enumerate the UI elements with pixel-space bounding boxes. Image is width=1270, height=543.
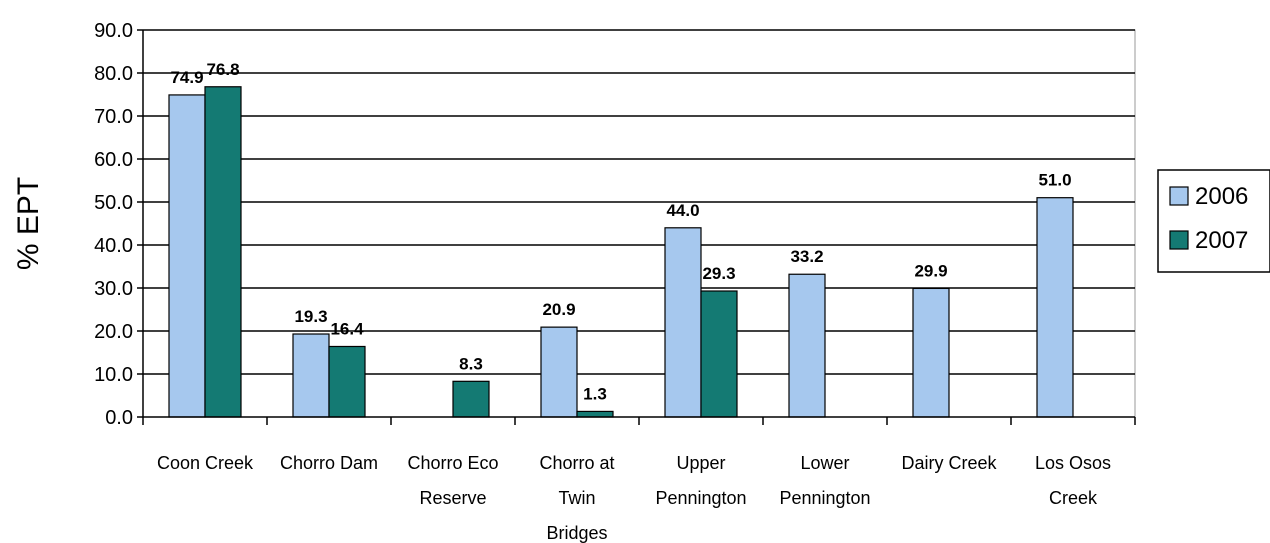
- bar-2006-0: [168, 94, 206, 418]
- data-label-2007-0: 76.8: [206, 60, 239, 79]
- bar-2006-4: [664, 227, 702, 418]
- y-tick-label: 80.0: [94, 63, 133, 85]
- legend-label-2006: 2006: [1195, 183, 1248, 210]
- axes: 0.0 10.0 20.0 30.0 40.0 50.0 60.0 70.0 80.0 90.0: [94, 20, 1136, 429]
- y-tick-label: 20.0: [94, 321, 133, 343]
- y-tick-label: 0.0: [105, 407, 133, 429]
- bar-2006-1: [292, 333, 330, 418]
- labels: 74.9 76.8 Coon Creek 19.316.4 Chorro Dam 8.3 C…: [12, 60, 1111, 543]
- data-label-2006-0: 74.9: [170, 68, 203, 87]
- data-label-2006-6: 29.9: [914, 261, 947, 280]
- y-tick-label: 90.0: [94, 20, 133, 42]
- data-label-2007-2: 8.3: [459, 354, 483, 373]
- y-tick-label: 50.0: [94, 192, 133, 214]
- bar-2007-2: [452, 380, 490, 418]
- bar-2006-7: [1036, 197, 1074, 418]
- bar-2007-0: [204, 86, 242, 418]
- x-category-label: Chorro Dam: [280, 453, 378, 473]
- x-category-label: Chorro Eco Reserve: [407, 453, 498, 508]
- data-label-2006-1: 19.3: [294, 307, 327, 326]
- y-tick-label: 70.0: [94, 106, 133, 128]
- y-axis-title: % EPT: [12, 177, 45, 270]
- data-label-2006-3: 20.9: [542, 300, 575, 319]
- data-label-2006-4: 44.0: [666, 201, 699, 220]
- bar-2007-4: [700, 290, 738, 418]
- data-label-2006-7: 51.0: [1038, 171, 1071, 190]
- data-label-2007-1: 16.4: [330, 319, 364, 338]
- bar-2007-1: [328, 345, 366, 418]
- y-tick-label: 10.0: [94, 364, 133, 386]
- x-category-label: Coon Creek: [157, 453, 254, 473]
- x-category-label: Dairy Creek: [901, 453, 997, 473]
- gridlines: [142, 29, 1136, 418]
- data-label-2007-4: 29.3: [702, 264, 735, 283]
- legend-label-2007: 2007: [1195, 227, 1248, 254]
- bar-2006-3: [540, 326, 578, 418]
- plot-area: [142, 29, 1136, 418]
- x-category-label: Los Osos Creek: [1035, 453, 1111, 508]
- y-tick-label: 40.0: [94, 235, 133, 257]
- x-category-label: Lower Pennington: [779, 453, 870, 508]
- bar-2007-3: [576, 410, 614, 418]
- data-label-2007-3: 1.3: [583, 384, 607, 403]
- x-category-label: Upper Pennington: [655, 453, 746, 508]
- y-tick-label: 60.0: [94, 149, 133, 171]
- data-label-2006-5: 33.2: [790, 247, 823, 266]
- bars: [168, 86, 1074, 418]
- bar-2006-5: [788, 273, 826, 418]
- x-category-label: Chorro at Twin Bridges: [539, 453, 614, 543]
- legend-swatch-2007: [1169, 230, 1189, 250]
- legend-swatch-2006: [1169, 186, 1189, 206]
- legend: 2006 2007: [1157, 169, 1270, 273]
- bar-2006-6: [912, 287, 950, 418]
- y-tick-label: 30.0: [94, 278, 133, 300]
